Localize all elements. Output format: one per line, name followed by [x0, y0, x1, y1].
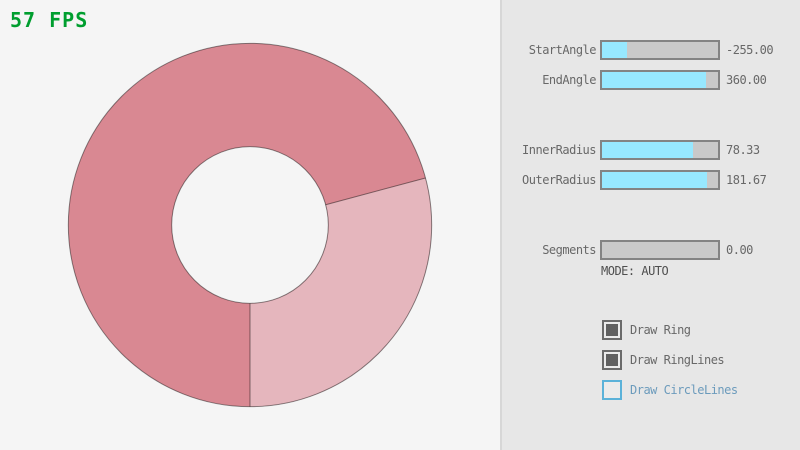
- end-angle-value: 360.00: [726, 73, 767, 87]
- draw-ring-checkbox[interactable]: [602, 320, 622, 340]
- segments-label: Segments: [542, 243, 596, 257]
- mode-text: MODE: AUTO: [601, 264, 669, 278]
- end-angle-slider-fill: [602, 72, 707, 88]
- draw-circle-lines-checkbox[interactable]: [602, 380, 622, 400]
- end-angle-slider[interactable]: [600, 70, 720, 90]
- start-angle-slider-fill: [602, 42, 628, 58]
- start-angle-slider[interactable]: [600, 40, 720, 60]
- start-angle-label: StartAngle: [528, 43, 597, 57]
- inner-radius-label: InnerRadius: [522, 143, 596, 157]
- checkmark-icon: [606, 354, 618, 366]
- draw-ring-label: Draw Ring: [630, 323, 691, 337]
- end-angle-label: EndAngle: [542, 73, 596, 87]
- slider-row-outer-radius: OuterRadius 181.67: [502, 170, 800, 190]
- inner-radius-value: 78.33: [726, 143, 760, 157]
- draw-ring-lines-label: Draw RingLines: [630, 353, 725, 367]
- checkbox-row-draw-ring: Draw Ring: [502, 320, 800, 340]
- checkbox-row-draw-ring-lines: Draw RingLines: [502, 350, 800, 370]
- control-panel: StartAngle -255.00 EndAngle 360.00 Inner…: [500, 0, 800, 450]
- slider-row-end-angle: EndAngle 360.00: [502, 70, 800, 90]
- outer-radius-slider-fill: [602, 172, 708, 188]
- slider-row-inner-radius: InnerRadius 78.33: [502, 140, 800, 160]
- segments-slider[interactable]: [600, 240, 720, 260]
- inner-radius-slider[interactable]: [600, 140, 720, 160]
- outer-radius-label: OuterRadius: [522, 173, 596, 187]
- draw-ring-lines-checkbox[interactable]: [602, 350, 622, 370]
- slider-row-start-angle: StartAngle -255.00: [502, 40, 800, 60]
- slider-row-segments: Segments 0.00: [502, 240, 800, 260]
- checkmark-icon: [606, 324, 618, 336]
- start-angle-value: -255.00: [726, 43, 774, 57]
- checkbox-row-draw-circle-lines: Draw CircleLines: [502, 380, 800, 400]
- draw-circle-lines-label: Draw CircleLines: [630, 383, 738, 397]
- fps-counter: 57 FPS: [10, 8, 89, 32]
- segments-value: 0.00: [726, 243, 753, 257]
- outer-radius-slider[interactable]: [600, 170, 720, 190]
- outer-radius-value: 181.67: [726, 173, 767, 187]
- inner-radius-slider-fill: [602, 142, 693, 158]
